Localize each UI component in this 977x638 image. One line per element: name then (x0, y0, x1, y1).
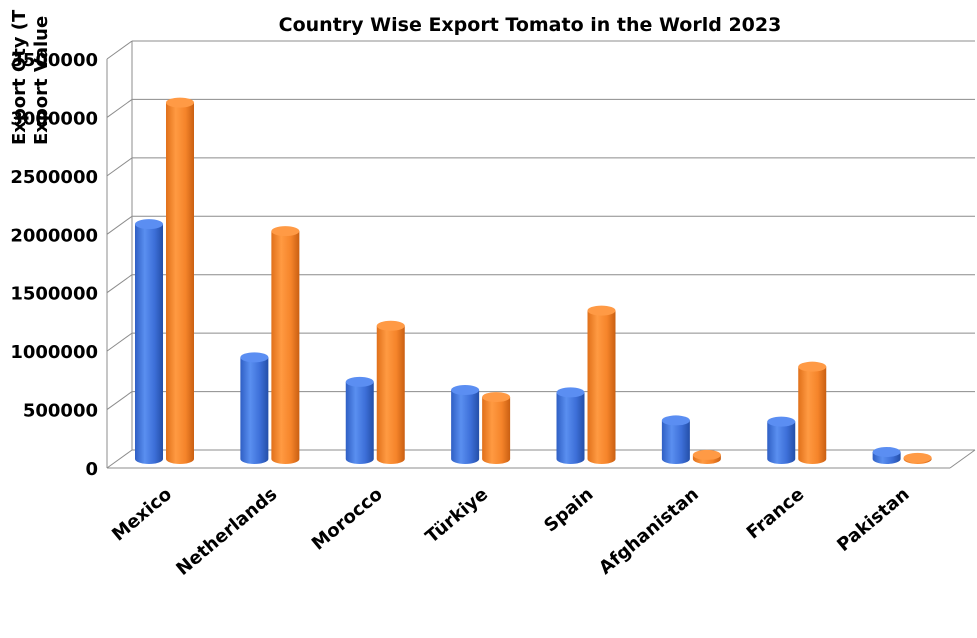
y-tick-label: 3000000 (10, 108, 98, 129)
bar-france-series-2 (798, 361, 827, 464)
grid-depth-2 (106, 332, 133, 352)
grid-depth-0 (106, 449, 133, 469)
x-tick-label: Afghanistan (595, 484, 703, 579)
x-tick-label: Türkiye (422, 484, 492, 548)
chart-title: Country Wise Export Tomato in the World … (279, 14, 782, 36)
bar-mexico-series-1 (135, 219, 163, 464)
grid-depth-3 (106, 274, 133, 294)
y-tick-label: 500000 (23, 401, 98, 422)
x-tick-label: France (743, 484, 808, 544)
grid-lines (106, 40, 975, 469)
bar-t-rkiye-series-2 (482, 392, 511, 464)
bar-pakistan-series-2 (903, 452, 932, 464)
grid-depth-7 (106, 40, 133, 60)
bar-pakistan-series-1 (872, 446, 901, 464)
grid-depth-1 (106, 391, 133, 410)
bar-spain-series-2 (587, 305, 616, 464)
bar-mexico-series-2 (166, 97, 194, 464)
bar-t-rkiye-series-1 (451, 385, 480, 464)
y-axis-label-2: Export Value (31, 16, 52, 145)
grid-depth-6 (106, 99, 133, 118)
y-axis-label-1: Export Qty (T (9, 9, 30, 145)
bar-spain-series-1 (556, 387, 585, 464)
y-tick-label: 1000000 (10, 342, 98, 363)
x-tick-label: Netherlands (172, 484, 281, 580)
x-tick-label: Morocco (308, 484, 387, 555)
bar-morocco-series-1 (345, 376, 374, 464)
y-axis-labels: Export Qty (T Export Value (9, 9, 52, 145)
x-tick-label: Spain (540, 484, 597, 537)
y-tick-label: 3500000 (10, 50, 98, 71)
y-tick-label: 1500000 (10, 284, 98, 305)
bar-afghanistan-series-2 (692, 449, 721, 464)
y-tick-label: 2000000 (10, 225, 98, 246)
bar-netherlands-series-2 (271, 226, 300, 464)
y-tick-label: 2500000 (10, 167, 98, 188)
x-tick-label: Mexico (108, 484, 176, 546)
bar-afghanistan-series-1 (661, 415, 690, 464)
grid-depth-4 (106, 215, 133, 235)
x-tick-label: Pakistan (833, 484, 913, 556)
plot-walls (106, 41, 976, 469)
bars (135, 97, 932, 464)
y-tick-label: 0 (85, 459, 98, 480)
bar-netherlands-series-1 (240, 352, 269, 464)
bar-morocco-series-2 (376, 320, 405, 464)
y-axis-ticks: 0 500000 1000000 1500000 2000000 2500000 30000… (10, 50, 98, 480)
bar-france-series-1 (767, 416, 796, 464)
grid-depth-5 (106, 157, 133, 177)
